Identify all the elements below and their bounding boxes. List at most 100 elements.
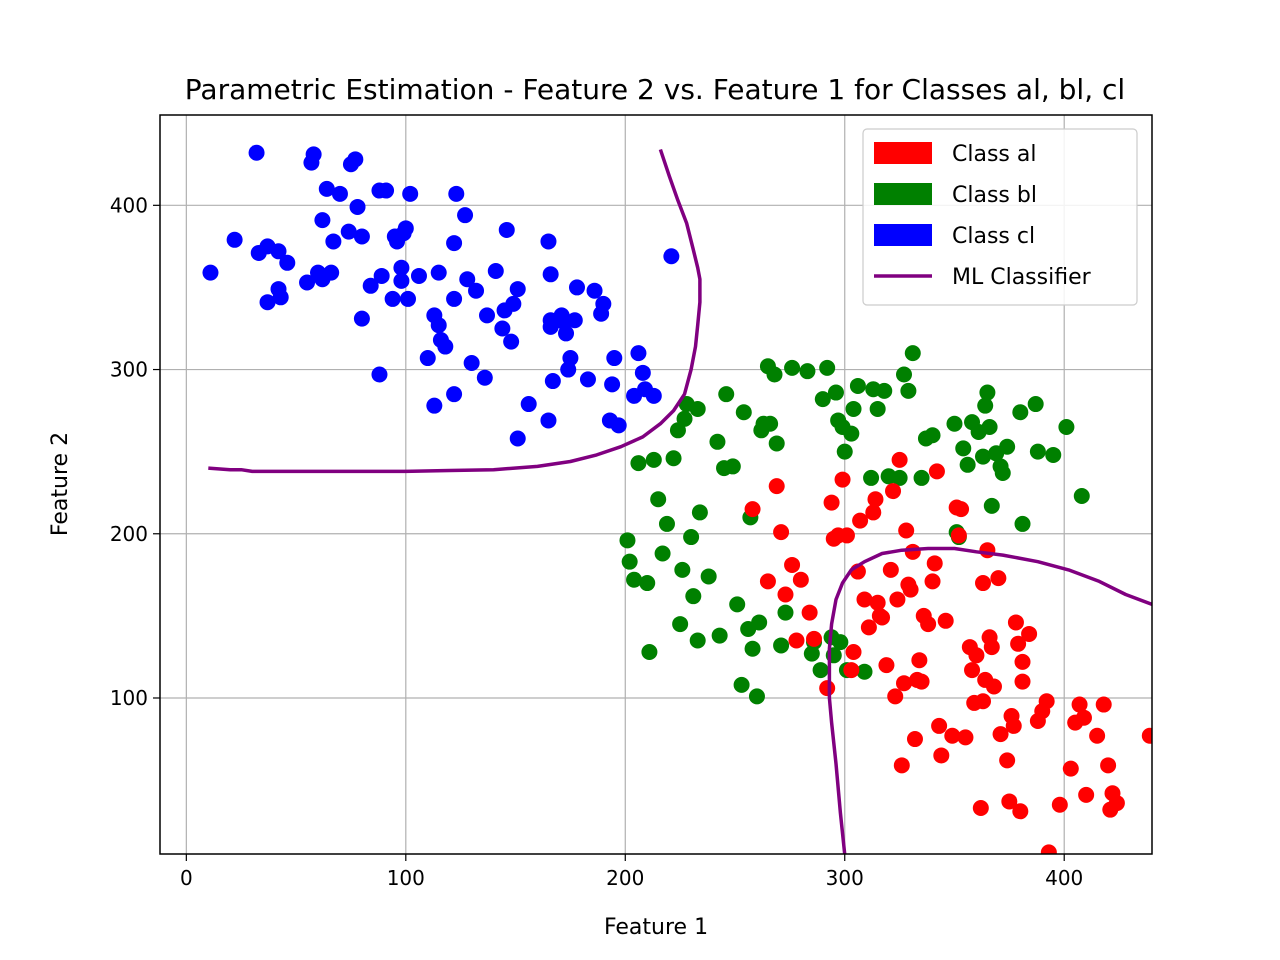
data-point bbox=[724, 458, 741, 475]
data-point bbox=[748, 688, 765, 705]
data-point bbox=[1014, 653, 1031, 670]
data-point bbox=[933, 747, 950, 764]
data-point bbox=[700, 568, 717, 585]
data-point bbox=[1051, 796, 1068, 813]
data-point bbox=[325, 233, 342, 250]
data-point bbox=[689, 632, 706, 649]
data-point bbox=[1071, 696, 1088, 713]
data-point bbox=[944, 727, 961, 744]
data-point bbox=[1108, 795, 1125, 812]
x-tick-label: 200 bbox=[606, 866, 644, 890]
y-tick-label: 300 bbox=[110, 358, 148, 382]
data-point bbox=[446, 290, 463, 307]
data-point bbox=[410, 267, 427, 284]
data-point bbox=[777, 604, 794, 621]
data-point bbox=[900, 382, 917, 399]
data-point bbox=[446, 235, 463, 252]
data-point bbox=[889, 591, 906, 608]
data-point bbox=[856, 663, 873, 680]
data-point bbox=[975, 448, 992, 465]
series-class-bl bbox=[619, 345, 1090, 705]
data-point bbox=[906, 731, 923, 748]
data-point bbox=[869, 594, 886, 611]
data-point bbox=[766, 366, 783, 383]
data-point bbox=[1001, 793, 1018, 810]
series-layer bbox=[202, 144, 1152, 854]
data-point bbox=[964, 662, 981, 679]
data-point bbox=[972, 800, 989, 817]
data-point bbox=[353, 310, 370, 327]
data-point bbox=[959, 456, 976, 473]
data-point bbox=[479, 307, 496, 324]
data-point bbox=[595, 295, 612, 312]
y-tick-label: 400 bbox=[110, 193, 148, 217]
data-point bbox=[834, 471, 851, 488]
data-point bbox=[920, 616, 937, 633]
data-point bbox=[621, 553, 638, 570]
data-point bbox=[845, 400, 862, 417]
data-point bbox=[542, 266, 559, 283]
data-point bbox=[999, 752, 1016, 769]
ticks: 0 100 200 300 400 100 200 300 400 bbox=[110, 193, 1083, 890]
data-point bbox=[863, 469, 880, 486]
data-point bbox=[393, 272, 410, 289]
data-point bbox=[744, 501, 761, 518]
data-point bbox=[924, 573, 941, 590]
data-point bbox=[876, 382, 893, 399]
data-point bbox=[654, 545, 671, 562]
legend-label: ML Classifier bbox=[952, 265, 1092, 290]
data-point bbox=[494, 320, 511, 337]
data-point bbox=[626, 571, 643, 588]
data-point bbox=[784, 556, 801, 573]
data-point bbox=[845, 644, 862, 661]
x-tick-label: 0 bbox=[180, 866, 193, 890]
data-point bbox=[777, 586, 794, 603]
data-point bbox=[913, 469, 930, 486]
data-point bbox=[784, 359, 801, 376]
data-point bbox=[685, 588, 702, 605]
data-point bbox=[604, 376, 621, 393]
data-point bbox=[674, 561, 691, 578]
data-point bbox=[384, 290, 401, 307]
y-tick-label: 100 bbox=[110, 686, 148, 710]
data-point bbox=[860, 619, 877, 636]
data-point bbox=[981, 419, 998, 436]
data-point bbox=[759, 573, 776, 590]
data-point bbox=[542, 318, 559, 335]
data-point bbox=[691, 504, 708, 521]
data-point bbox=[1005, 717, 1022, 734]
data-point bbox=[371, 366, 388, 383]
data-point bbox=[1100, 757, 1117, 774]
data-point bbox=[426, 397, 443, 414]
data-point bbox=[503, 333, 520, 350]
data-point bbox=[1027, 396, 1044, 413]
data-point bbox=[1040, 844, 1057, 854]
data-point bbox=[402, 185, 419, 202]
data-point bbox=[689, 400, 706, 417]
data-point bbox=[1062, 760, 1079, 777]
data-point bbox=[630, 345, 647, 362]
data-point bbox=[568, 279, 585, 296]
data-point bbox=[832, 634, 849, 651]
data-point bbox=[259, 294, 276, 311]
data-point bbox=[735, 404, 752, 421]
data-point bbox=[1078, 786, 1095, 803]
data-point bbox=[718, 386, 735, 403]
data-point bbox=[323, 264, 340, 281]
data-point bbox=[931, 717, 948, 734]
data-point bbox=[362, 277, 379, 294]
data-point bbox=[902, 581, 919, 598]
data-point bbox=[953, 501, 970, 518]
data-point bbox=[911, 652, 928, 669]
data-point bbox=[874, 609, 891, 626]
data-point bbox=[1010, 635, 1027, 652]
data-point bbox=[226, 231, 243, 248]
data-point bbox=[1038, 693, 1055, 710]
data-point bbox=[463, 354, 480, 371]
data-point bbox=[979, 542, 996, 559]
data-point bbox=[983, 497, 1000, 514]
data-point bbox=[878, 657, 895, 674]
data-point bbox=[799, 363, 816, 380]
legend-swatch bbox=[874, 142, 932, 164]
